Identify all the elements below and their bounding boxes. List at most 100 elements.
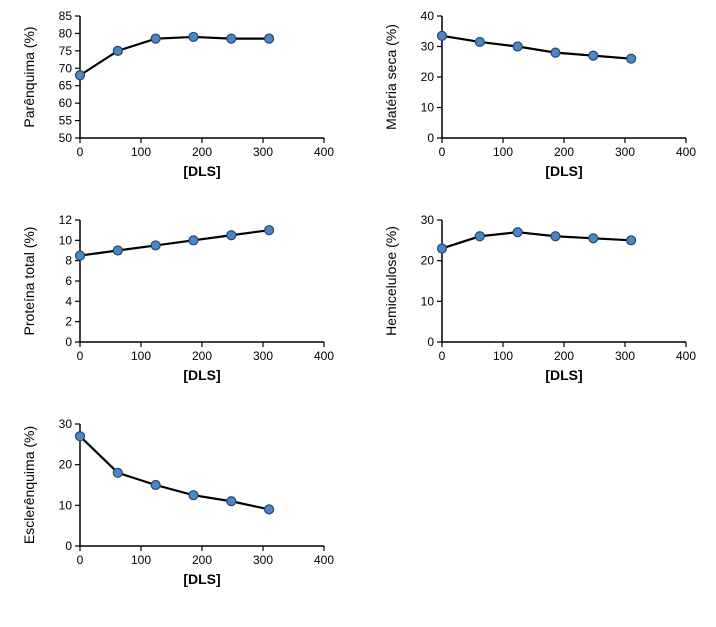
chart-hemicelulose: 01020300100200300400[DLS]Hemicelulose (%… xyxy=(380,210,700,390)
data-point xyxy=(227,34,236,43)
svg-text:400: 400 xyxy=(314,145,334,159)
svg-text:10: 10 xyxy=(421,294,435,308)
data-point xyxy=(627,236,636,245)
chart-esclerenquima: 01020300100200300400[DLS]Esclerênquima (… xyxy=(18,414,338,594)
data-point xyxy=(438,244,447,253)
data-point xyxy=(189,491,198,500)
svg-text:100: 100 xyxy=(131,553,151,567)
svg-text:20: 20 xyxy=(59,458,73,472)
data-point xyxy=(113,46,122,55)
y-axis-label: Matéria seca (%) xyxy=(383,24,399,130)
series-line xyxy=(80,230,269,255)
svg-text:50: 50 xyxy=(59,131,73,145)
svg-text:0: 0 xyxy=(65,539,72,553)
data-point xyxy=(189,32,198,41)
chart-proteina-total: 0246810120100200300400[DLS]Proteína tota… xyxy=(18,210,338,390)
data-point xyxy=(551,232,560,241)
data-point xyxy=(589,234,598,243)
svg-text:300: 300 xyxy=(615,145,635,159)
svg-text:85: 85 xyxy=(59,9,73,23)
data-point xyxy=(513,42,522,51)
svg-text:200: 200 xyxy=(192,553,212,567)
data-point xyxy=(76,71,85,80)
series-line xyxy=(80,436,269,509)
svg-text:4: 4 xyxy=(65,294,72,308)
figure-stage: 50556065707580850100200300400[DLS]Parênq… xyxy=(0,0,716,627)
svg-text:200: 200 xyxy=(192,145,212,159)
data-point xyxy=(227,497,236,506)
data-point xyxy=(227,231,236,240)
svg-text:200: 200 xyxy=(192,349,212,363)
data-point xyxy=(113,468,122,477)
svg-text:6: 6 xyxy=(65,274,72,288)
svg-text:60: 60 xyxy=(59,96,73,110)
data-point xyxy=(475,232,484,241)
x-axis-label: [DLS] xyxy=(545,163,582,179)
svg-text:400: 400 xyxy=(676,145,696,159)
svg-text:0: 0 xyxy=(77,349,84,363)
svg-text:0: 0 xyxy=(77,553,84,567)
chart-parenquima: 50556065707580850100200300400[DLS]Parênq… xyxy=(18,6,338,186)
svg-text:10: 10 xyxy=(59,498,73,512)
data-point xyxy=(151,34,160,43)
data-point xyxy=(76,251,85,260)
data-point xyxy=(151,241,160,250)
svg-text:0: 0 xyxy=(439,145,446,159)
svg-text:40: 40 xyxy=(421,9,435,23)
svg-text:2: 2 xyxy=(65,315,72,329)
data-point xyxy=(551,48,560,57)
data-point xyxy=(513,228,522,237)
series-line xyxy=(442,232,631,248)
x-axis-label: [DLS] xyxy=(183,163,220,179)
svg-text:10: 10 xyxy=(59,233,73,247)
data-point xyxy=(475,37,484,46)
svg-text:10: 10 xyxy=(421,101,435,115)
series-line xyxy=(442,36,631,59)
svg-text:8: 8 xyxy=(65,254,72,268)
data-point xyxy=(189,236,198,245)
svg-text:400: 400 xyxy=(676,349,696,363)
svg-text:300: 300 xyxy=(253,553,273,567)
svg-text:400: 400 xyxy=(314,553,334,567)
svg-text:30: 30 xyxy=(421,213,435,227)
svg-text:0: 0 xyxy=(439,349,446,363)
svg-text:300: 300 xyxy=(253,145,273,159)
data-point xyxy=(627,54,636,63)
svg-text:200: 200 xyxy=(554,349,574,363)
series-line xyxy=(80,37,269,75)
svg-text:12: 12 xyxy=(59,213,73,227)
x-axis-label: [DLS] xyxy=(183,571,220,587)
svg-text:100: 100 xyxy=(131,145,151,159)
svg-text:75: 75 xyxy=(59,44,73,58)
svg-text:0: 0 xyxy=(65,335,72,349)
data-point xyxy=(265,226,274,235)
svg-text:80: 80 xyxy=(59,26,73,40)
svg-text:65: 65 xyxy=(59,79,73,93)
svg-text:70: 70 xyxy=(59,61,73,75)
svg-text:20: 20 xyxy=(421,70,435,84)
svg-text:300: 300 xyxy=(615,349,635,363)
svg-text:0: 0 xyxy=(427,335,434,349)
svg-text:300: 300 xyxy=(253,349,273,363)
data-point xyxy=(151,481,160,490)
y-axis-label: Parênquima (%) xyxy=(21,26,37,127)
data-point xyxy=(438,31,447,40)
svg-text:30: 30 xyxy=(421,40,435,54)
svg-text:30: 30 xyxy=(59,417,73,431)
svg-text:0: 0 xyxy=(427,131,434,145)
chart-materia-seca: 0102030400100200300400[DLS]Matéria seca … xyxy=(380,6,700,186)
data-point xyxy=(589,51,598,60)
svg-text:200: 200 xyxy=(554,145,574,159)
svg-text:400: 400 xyxy=(314,349,334,363)
svg-text:100: 100 xyxy=(493,349,513,363)
x-axis-label: [DLS] xyxy=(545,367,582,383)
data-point xyxy=(113,246,122,255)
data-point xyxy=(265,34,274,43)
y-axis-label: Hemicelulose (%) xyxy=(383,226,399,336)
svg-text:20: 20 xyxy=(421,254,435,268)
data-point xyxy=(76,432,85,441)
y-axis-label: Esclerênquima (%) xyxy=(21,426,37,544)
svg-text:100: 100 xyxy=(131,349,151,363)
svg-text:100: 100 xyxy=(493,145,513,159)
data-point xyxy=(265,505,274,514)
